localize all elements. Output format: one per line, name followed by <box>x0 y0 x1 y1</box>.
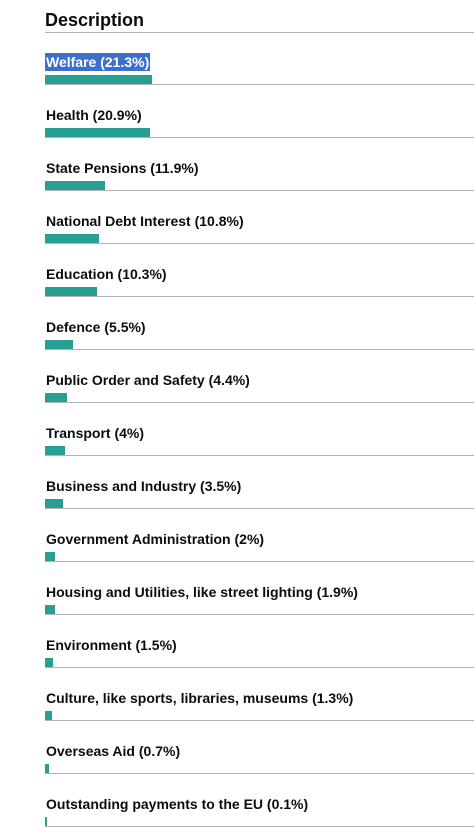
row-divider <box>45 137 474 138</box>
bar-row: Health (20.9%) <box>45 85 474 138</box>
row-divider <box>45 508 474 509</box>
bar-row: Transport (4%) <box>45 403 474 456</box>
bar-label: Government Administration (2%) <box>46 531 265 547</box>
bar-row: Culture, like sports, libraries, museums… <box>45 668 474 721</box>
bar-row: Public Order and Safety (4.4%) <box>45 350 474 403</box>
bar-row: Education (10.3%) <box>45 244 474 297</box>
bar <box>45 75 152 84</box>
bar-label: Defence (5.5%) <box>46 319 146 335</box>
bar-row: Welfare (21.3%) <box>45 32 474 85</box>
bar-label: State Pensions (11.9%) <box>46 160 199 176</box>
bar-row: Government Administration (2%) <box>45 509 474 562</box>
bar-row: Defence (5.5%) <box>45 297 474 350</box>
bar-label: Public Order and Safety (4.4%) <box>46 372 250 388</box>
bar-row: Housing and Utilities, like street light… <box>45 562 474 615</box>
row-divider <box>45 296 474 297</box>
bar-list: Welfare (21.3%) Health (20.9%) State Pensi… <box>45 32 474 827</box>
bar-label: Education (10.3%) <box>46 266 167 282</box>
row-divider <box>45 667 474 668</box>
row-divider <box>45 402 474 403</box>
bar-row: State Pensions (11.9%) <box>45 138 474 191</box>
row-divider <box>45 455 474 456</box>
bar-label: Health (20.9%) <box>46 107 142 123</box>
bar-label: Culture, like sports, libraries, museums… <box>46 690 354 706</box>
bar <box>45 499 63 508</box>
bar <box>45 393 67 402</box>
bar-label: Housing and Utilities, like street light… <box>46 584 358 600</box>
row-divider <box>45 349 474 350</box>
bar <box>45 234 99 243</box>
bar-label: Overseas Aid (0.7%) <box>46 743 181 759</box>
row-divider <box>45 720 474 721</box>
bar <box>45 658 53 667</box>
bar <box>45 552 55 561</box>
bar <box>45 605 55 614</box>
bar <box>45 287 97 296</box>
bar-label: National Debt Interest (10.8%) <box>46 213 244 229</box>
bar <box>45 817 47 826</box>
bar <box>45 340 73 349</box>
bar-label: Outstanding payments to the EU (0.1%) <box>46 796 309 812</box>
row-divider <box>45 773 474 774</box>
bar <box>45 128 150 137</box>
bar-label: Welfare (21.3%) <box>45 53 151 71</box>
page-title: Description <box>45 10 145 30</box>
bar-row: Outstanding payments to the EU (0.1%) <box>45 774 474 827</box>
row-divider <box>45 561 474 562</box>
bar <box>45 711 52 720</box>
row-divider <box>45 243 474 244</box>
row-divider <box>45 614 474 615</box>
bar-label: Transport (4%) <box>46 425 145 441</box>
bar-row: Environment (1.5%) <box>45 615 474 668</box>
bar-row: National Debt Interest (10.8%) <box>45 191 474 244</box>
chart-header: Description <box>45 10 474 33</box>
bar <box>45 764 49 773</box>
bar <box>45 181 105 190</box>
bar-row: Business and Industry (3.5%) <box>45 456 474 509</box>
bar-label: Business and Industry (3.5%) <box>46 478 242 494</box>
bar-row: Overseas Aid (0.7%) <box>45 721 474 774</box>
bar <box>45 446 65 455</box>
row-divider <box>45 84 474 85</box>
bar-label: Environment (1.5%) <box>46 637 177 653</box>
row-divider <box>45 190 474 191</box>
